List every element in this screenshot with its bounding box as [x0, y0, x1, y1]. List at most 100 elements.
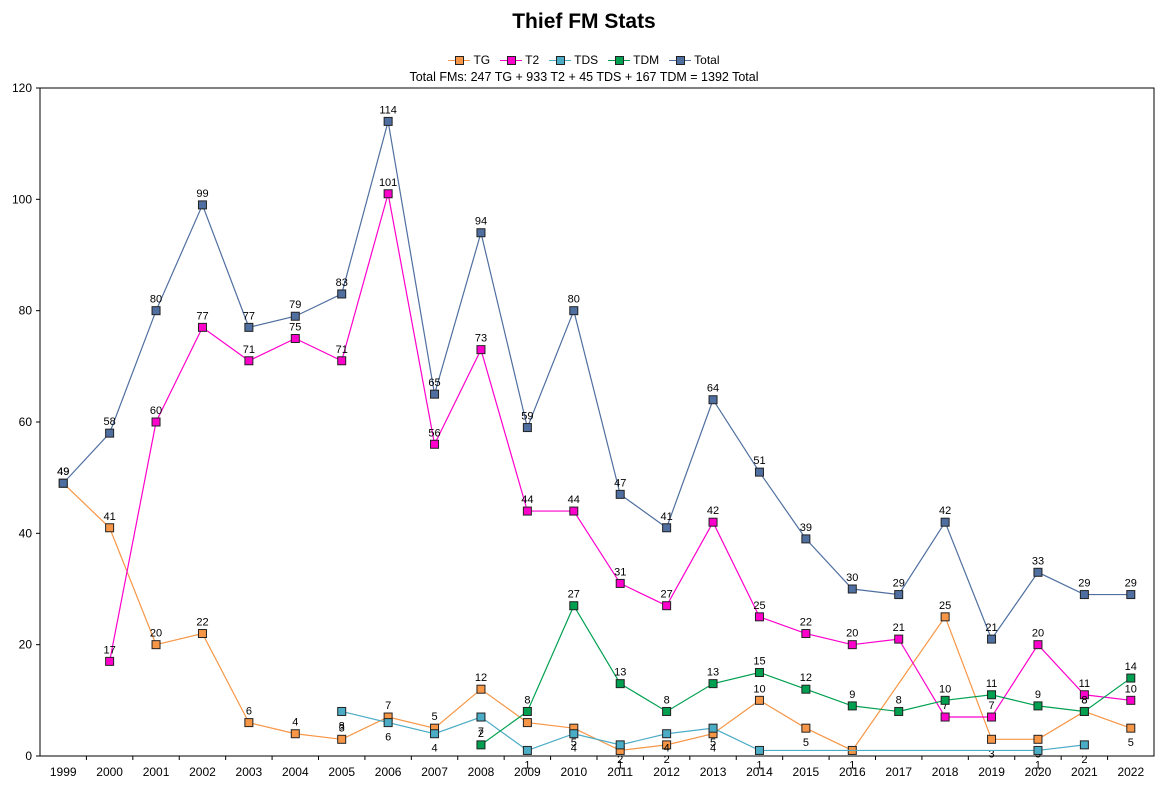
data-label-total: 77	[243, 310, 255, 322]
point-tg	[244, 718, 254, 728]
data-label-t2: 22	[800, 617, 812, 629]
data-label-total: 29	[1125, 578, 1137, 590]
point-t2	[894, 634, 904, 644]
point-tdm	[708, 679, 718, 689]
data-label-total: 49	[57, 466, 69, 478]
data-label-total: 65	[428, 377, 440, 389]
data-label-total: 41	[661, 511, 673, 523]
point-total	[1079, 590, 1089, 600]
legend-label: TDM	[633, 53, 660, 67]
point-total	[105, 428, 115, 438]
data-label-tdm: 2	[478, 728, 484, 740]
point-tdm	[894, 706, 904, 716]
point-tds	[615, 740, 625, 750]
legend: TG T2 TDS TDM Total	[0, 53, 1168, 67]
data-label-t2: 7	[988, 700, 994, 712]
data-label-total: 29	[893, 578, 905, 590]
point-tg	[1126, 723, 1136, 733]
data-label-tg: 49	[57, 466, 69, 478]
x-tick-label: 2017	[885, 765, 912, 779]
point-total	[383, 116, 393, 126]
data-label-t2: 101	[379, 177, 397, 189]
data-label-total: 80	[568, 294, 580, 306]
point-tg	[522, 718, 532, 728]
point-tg	[940, 612, 950, 622]
point-tg	[476, 684, 486, 694]
point-t2	[1126, 695, 1136, 705]
data-label-tg: 3	[339, 722, 345, 734]
data-label-total: 47	[614, 477, 626, 489]
point-t2	[940, 712, 950, 722]
data-label-total: 79	[289, 299, 301, 311]
point-t2	[476, 345, 486, 355]
data-label-tg: 1	[849, 759, 855, 771]
point-total	[987, 634, 997, 644]
x-tick-label: 2020	[1025, 765, 1052, 779]
y-tick-label: 20	[19, 638, 33, 652]
legend-label: Total	[694, 53, 720, 67]
data-label-total: 80	[150, 294, 162, 306]
point-t2	[708, 517, 718, 527]
point-t2	[290, 334, 300, 343]
x-tick-label: 2007	[421, 765, 448, 779]
data-label-t2: 20	[846, 628, 858, 640]
point-tg	[801, 723, 811, 733]
data-label-tdm: 8	[896, 694, 902, 706]
point-t2	[383, 189, 393, 199]
data-label-tg: 5	[571, 737, 577, 749]
point-t2	[522, 506, 532, 516]
data-label-total: 21	[985, 622, 997, 634]
point-t2	[662, 601, 672, 611]
data-label-t2: 71	[336, 344, 348, 356]
data-label-t2: 73	[475, 333, 487, 345]
data-label-t2: 60	[150, 405, 162, 417]
data-label-tg: 41	[104, 511, 116, 523]
point-tdm	[1126, 673, 1136, 683]
point-total	[615, 489, 625, 499]
point-t2	[615, 578, 625, 588]
point-t2	[754, 612, 764, 622]
point-total	[708, 395, 718, 405]
legend-label: T2	[525, 53, 540, 67]
point-tds	[662, 729, 672, 739]
point-tds	[522, 745, 532, 755]
x-tick-label: 2021	[1071, 765, 1098, 779]
data-label-tdm: 13	[707, 667, 719, 679]
data-label-tg: 25	[939, 600, 951, 612]
point-tdm	[754, 668, 764, 677]
data-label-t2: 77	[196, 310, 208, 322]
point-tg	[105, 523, 115, 533]
data-label-total: 114	[379, 104, 397, 116]
point-tdm	[801, 684, 811, 694]
point-total	[894, 590, 904, 600]
data-label-tdm: 10	[939, 683, 951, 695]
data-label-tg: 4	[292, 717, 298, 729]
point-tdm	[615, 679, 625, 689]
point-t2	[987, 712, 997, 722]
x-tick-label: 2008	[468, 765, 495, 779]
point-total	[1033, 567, 1043, 577]
data-label-total: 64	[707, 383, 719, 395]
data-label-tds: 4	[431, 743, 437, 755]
point-t2	[337, 356, 347, 366]
data-label-total: 83	[336, 277, 348, 289]
point-t2	[847, 640, 857, 650]
data-label-tds: 7	[478, 726, 484, 738]
data-label-tg: 5	[1128, 737, 1134, 749]
legend-item-t2: T2	[500, 53, 539, 67]
y-tick-label: 60	[19, 415, 33, 429]
point-tg	[1033, 734, 1043, 744]
x-tick-label: 1999	[50, 765, 77, 779]
point-total	[940, 517, 950, 527]
legend-swatch	[669, 55, 692, 65]
series-line-t2	[109, 193, 1131, 718]
point-tdm	[662, 706, 672, 716]
x-tick-label: 2000	[96, 765, 123, 779]
point-total	[847, 584, 857, 594]
point-tg	[290, 729, 300, 739]
point-tg	[987, 734, 997, 744]
x-tick-label: 2010	[560, 765, 587, 779]
data-label-tds: 1	[1035, 759, 1041, 771]
point-t2	[801, 629, 811, 639]
